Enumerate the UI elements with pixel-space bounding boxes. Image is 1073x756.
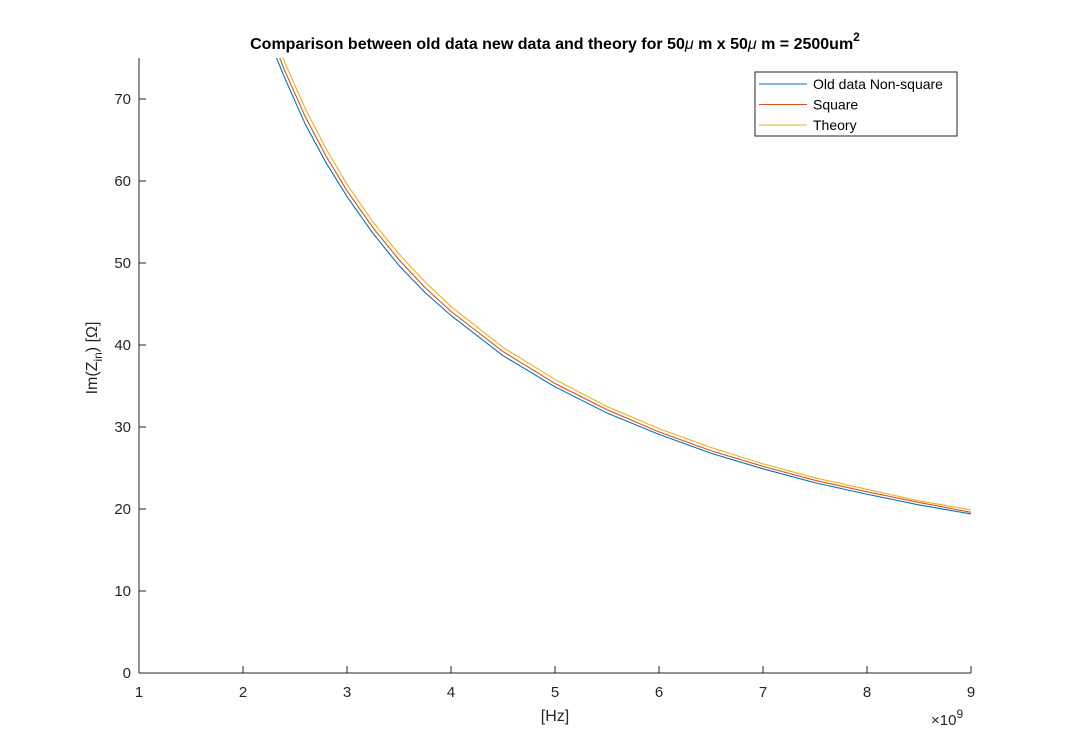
legend-label: Old data Non-square xyxy=(813,76,943,92)
y-tick-label: 0 xyxy=(123,665,131,682)
title-main: Comparison between old data new data and… xyxy=(250,36,685,53)
x-tick-label: 1 xyxy=(135,684,143,701)
series-line-0 xyxy=(275,58,971,515)
x-tick-label: 6 xyxy=(655,684,663,701)
x-axis-label: [Hz] xyxy=(541,708,569,725)
series-line-1 xyxy=(279,58,971,513)
x-exponent-base: ×10 xyxy=(931,712,956,729)
x-tick-label: 4 xyxy=(447,684,455,701)
y-tick-label: 30 xyxy=(114,419,131,436)
title-mid: m x 50 xyxy=(694,36,748,53)
legend-entries: Old data Non-square Square Theory xyxy=(759,76,943,133)
x-exponent-label: ×109 xyxy=(931,707,963,729)
x-tick-label: 7 xyxy=(759,684,767,701)
y-tick-label: 50 xyxy=(114,255,131,272)
x-tick-label: 2 xyxy=(239,684,247,701)
legend: Old data Non-square Square Theory xyxy=(754,71,958,137)
series-group xyxy=(275,58,971,515)
x-exponent-power: 9 xyxy=(956,707,963,721)
y-label-subscript: in xyxy=(91,352,105,361)
legend-label: Square xyxy=(813,97,858,113)
y-tick-label: 20 xyxy=(114,501,131,518)
y-tick-label: 10 xyxy=(114,583,131,600)
x-tick-label: 9 xyxy=(967,684,975,701)
chart-title: Comparison between old data new data and… xyxy=(250,30,860,53)
x-tick-label: 8 xyxy=(863,684,871,701)
x-ticks: 1 2 3 4 5 6 7 8 9 xyxy=(135,666,975,701)
y-ticks: 0 10 20 30 40 50 60 70 xyxy=(114,91,146,682)
x-tick-label: 5 xyxy=(551,684,559,701)
title-end: m = 2500um xyxy=(757,36,854,53)
title-mu-2: μ xyxy=(747,36,757,53)
y-label-suffix: ) [Ω] xyxy=(84,322,101,353)
legend-label: Theory xyxy=(813,117,857,133)
y-tick-label: 40 xyxy=(114,337,131,354)
title-superscript: 2 xyxy=(853,30,860,44)
x-tick-label: 3 xyxy=(343,684,351,701)
plot-area xyxy=(139,58,971,673)
y-tick-label: 70 xyxy=(114,91,131,108)
y-tick-label: 60 xyxy=(114,173,131,190)
title-mu-1: μ xyxy=(684,36,694,53)
series-line-2 xyxy=(282,58,971,511)
y-axis-label: Im(Zin) [Ω] xyxy=(84,322,105,395)
y-label-prefix: Im(Z xyxy=(84,361,101,394)
